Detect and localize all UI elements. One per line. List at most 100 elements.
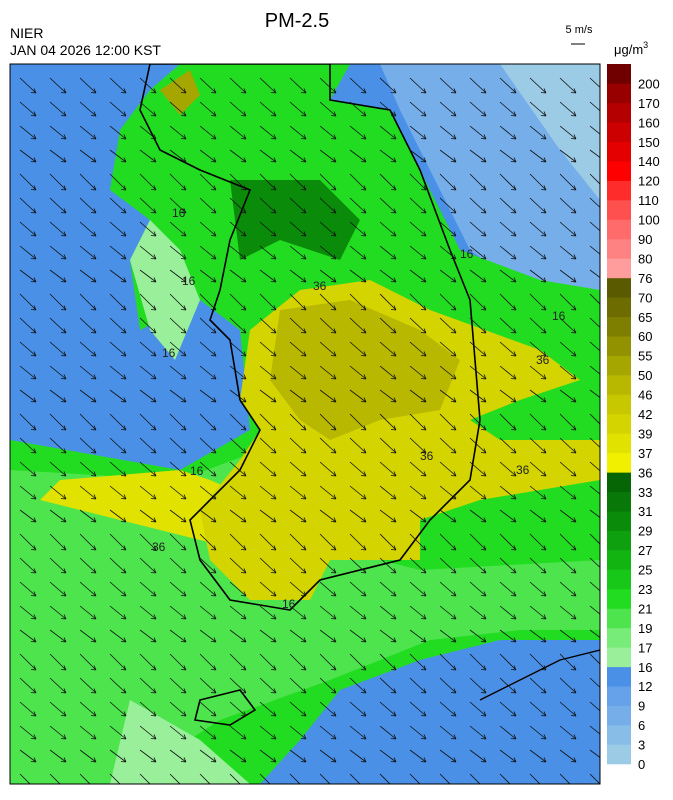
wind-arrow — [139, 461, 157, 477]
wind-arrow — [229, 125, 247, 140]
wind-arrow — [169, 749, 187, 763]
wind-arrow — [409, 125, 427, 140]
wind-arrow — [499, 581, 517, 597]
wind-arrow — [139, 101, 157, 117]
wind-arrow — [79, 653, 97, 671]
wind-arrow — [289, 413, 307, 431]
colorbar-segment — [607, 414, 631, 434]
wind-arrow — [19, 341, 37, 357]
wind-arrow — [289, 749, 307, 763]
wind-arrow — [49, 101, 67, 117]
wind-arrow — [409, 341, 427, 357]
wind-arrow — [349, 197, 367, 214]
wind-arrow — [439, 317, 457, 334]
wind-arrow — [169, 293, 187, 311]
contour-label: 16 — [190, 464, 204, 478]
wind-arrow — [79, 101, 97, 117]
colorbar-label: 70 — [638, 290, 652, 305]
wind-arrow — [229, 293, 247, 311]
wind-arrow — [319, 293, 337, 311]
wind-arrow — [499, 533, 517, 551]
wind-arrow — [229, 413, 247, 431]
wind-arrow — [529, 749, 547, 763]
wind-arrow — [469, 653, 487, 671]
wind-arrow — [529, 245, 547, 260]
wind-arrow — [319, 125, 337, 140]
wind-arrow — [139, 533, 157, 551]
wind-arrow — [439, 293, 457, 311]
colorbar-label: 19 — [638, 621, 652, 636]
wind-arrow — [439, 413, 457, 431]
wind-arrow — [439, 557, 457, 574]
wind-arrow — [379, 581, 397, 597]
wind-arrow — [169, 317, 187, 334]
wind-arrow — [169, 509, 187, 523]
wind-arrow — [409, 773, 421, 784]
wind-arrow — [529, 389, 547, 403]
wind-arrow — [289, 149, 307, 163]
wind-arrow — [19, 629, 37, 643]
wind-arrow — [199, 365, 217, 380]
wind-arrow — [439, 653, 457, 671]
wind-arrow — [409, 293, 427, 311]
wind-arrow — [469, 293, 487, 311]
wind-arrow — [49, 485, 67, 500]
wind-arrow — [169, 701, 187, 717]
wind-arrow — [469, 173, 487, 191]
wind-arrow — [229, 173, 247, 191]
wind-arrow — [79, 485, 97, 500]
wind-arrow — [289, 557, 307, 574]
wind-arrow — [499, 437, 517, 454]
wind-arrow — [499, 773, 511, 784]
wind-arrow — [409, 653, 427, 671]
wind-arrow — [199, 485, 217, 500]
colorbar-label: 0 — [638, 757, 645, 772]
wind-arrow — [49, 437, 67, 454]
wind-arrow — [109, 269, 127, 283]
wind-arrow — [409, 725, 427, 740]
colorbar-segment — [607, 141, 631, 162]
wind-arrow — [289, 773, 301, 784]
contour-label: 16 — [162, 346, 176, 360]
wind-arrow — [289, 653, 307, 671]
wind-arrow — [289, 317, 307, 334]
agency: NIER — [10, 25, 43, 41]
wind-arrow — [49, 125, 67, 140]
wind-arrow — [109, 173, 127, 191]
colorbar-label: 29 — [638, 524, 652, 539]
wind-arrow — [139, 77, 157, 94]
wind-arrow — [169, 581, 187, 597]
wind-arrow — [289, 701, 307, 717]
wind-arrow — [259, 461, 277, 477]
wind-arrow — [79, 77, 97, 94]
wind-arrow — [19, 557, 37, 574]
wind-arrow — [109, 197, 127, 214]
wind-arrow — [589, 269, 600, 278]
wind-arrow — [19, 581, 37, 597]
wind-arrow — [289, 77, 307, 94]
wind-arrow — [589, 773, 600, 784]
wind-arrow — [559, 269, 577, 283]
wind-arrow — [199, 629, 217, 643]
wind-arrow — [199, 77, 217, 94]
wind-arrow — [139, 149, 157, 163]
wind-arrow — [529, 149, 547, 163]
wind-arrow — [379, 317, 397, 334]
wind-arrow — [379, 269, 397, 283]
wind-arrow — [169, 149, 187, 163]
wind-arrow — [19, 77, 37, 94]
wind-arrow — [259, 533, 277, 551]
wind-arrow — [499, 173, 517, 191]
colorbar-label: 46 — [638, 388, 652, 403]
wind-arrow — [109, 629, 127, 643]
wind-arrow — [349, 557, 367, 574]
wind-arrow — [409, 533, 427, 551]
wind-arrow — [589, 701, 600, 712]
wind-arrow — [199, 749, 217, 763]
wind-arrow — [289, 293, 307, 311]
wind-arrow — [499, 197, 517, 214]
wind-arrow — [469, 413, 487, 431]
colorbar-segment — [607, 627, 631, 648]
wind-arrow — [79, 461, 97, 477]
wind-arrow — [259, 749, 277, 763]
